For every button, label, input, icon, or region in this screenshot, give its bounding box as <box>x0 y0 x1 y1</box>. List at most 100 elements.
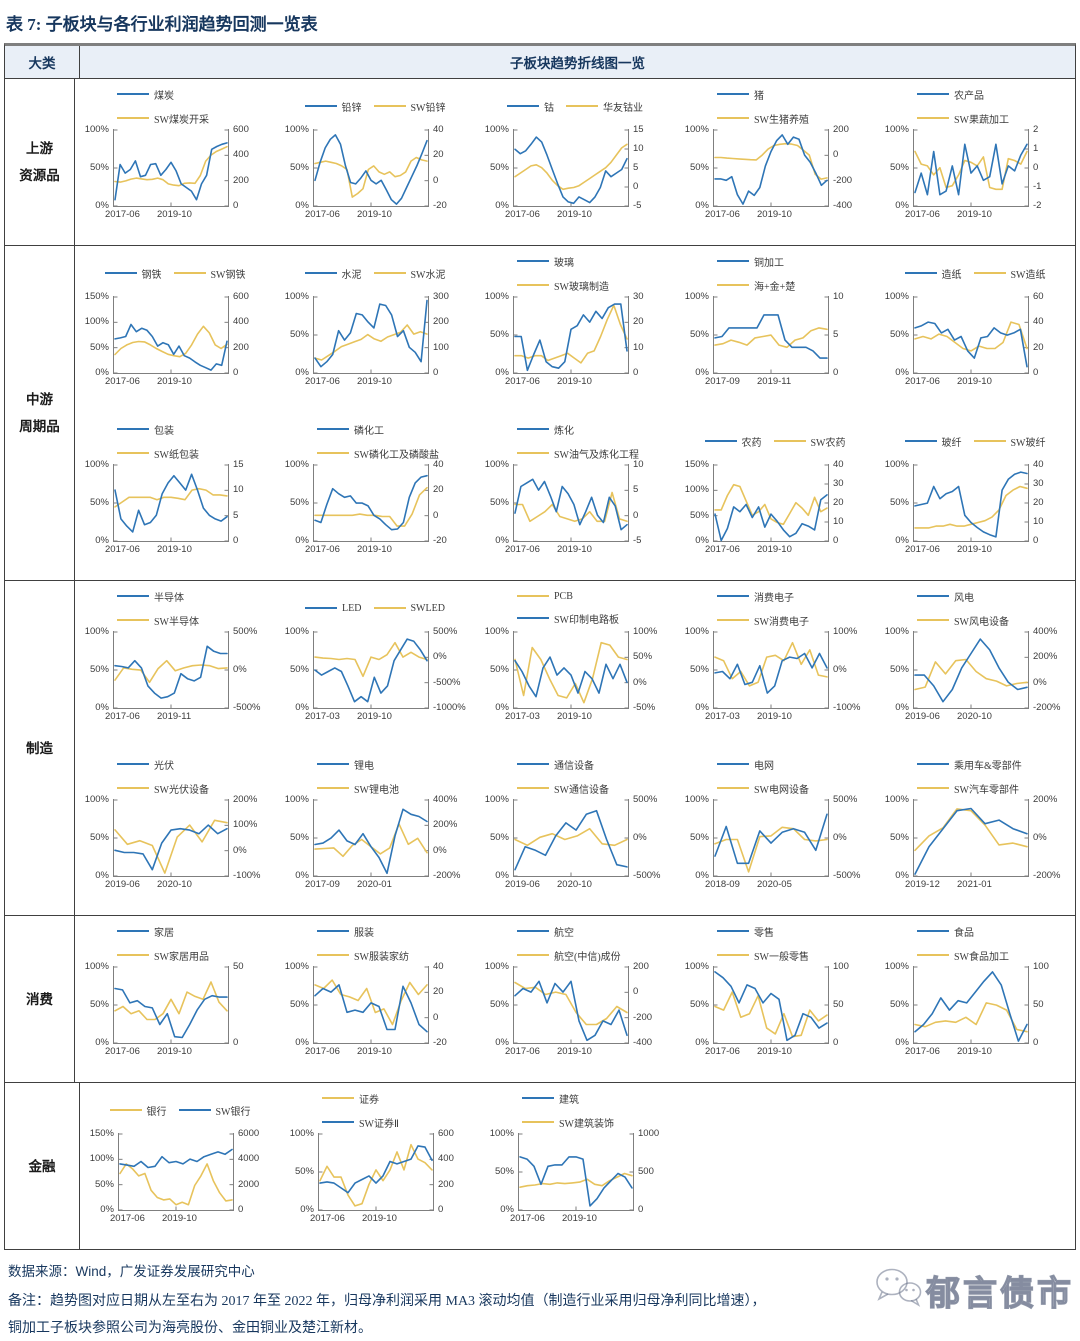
note-line-2: 铜加工子板块参照公司为海亮股份、金田铜业及楚江新材。 <box>8 1320 372 1336</box>
group-label-text: 上游 <box>26 141 53 156</box>
axis-tick-label: 100% <box>484 626 509 637</box>
chart-body: 100% 50% 0% 15 10 5 0 <box>75 460 275 546</box>
axis-ticks-right: 40 20 0 -20 <box>429 125 473 211</box>
axis-ticks-right: 100 50 0 <box>1029 962 1073 1048</box>
axis-tick-label: 50% <box>633 651 653 663</box>
mini-chart-家居: 家居 SW家居用品 100% 50% 0% 50 0 2017-06 2019-10 <box>75 918 275 1080</box>
axis-ticks-left: 100% 50% 0% <box>480 1129 518 1215</box>
legend-line-swatch <box>317 763 349 765</box>
axis-tick-label: 50% <box>889 999 909 1010</box>
mini-chart-半导体: 半导体 SW半导体 100% 50% 0% 500% 0% -500% 2017-06 2019-… <box>75 583 275 745</box>
axis-tick-label: 0 <box>1033 535 1039 546</box>
x-axis: 2017-06 2019-10 <box>505 374 629 389</box>
axis-ticks-left: 100% 50% 0% <box>475 125 513 211</box>
x-tick-label: 2017-06 <box>110 1213 145 1224</box>
axis-ticks-left: 100% 50% 0% <box>475 627 513 713</box>
x-tick-label: 2019-10 <box>357 1046 392 1057</box>
legend-line-swatch <box>522 1097 554 1099</box>
x-tick-label: 2019-10 <box>357 209 392 220</box>
x-tick-label: 2017-06 <box>905 1046 940 1057</box>
axis-tick-label: -200% <box>433 870 461 881</box>
axis-tick-label: 0 <box>233 367 239 378</box>
legend-label: 光伏 <box>154 760 174 772</box>
axis-tick-label: 100% <box>284 459 309 470</box>
plot-area <box>118 1133 234 1211</box>
legend-entry: SW光伏设备 <box>117 781 275 796</box>
axis-tick-label: 0% <box>95 1037 109 1048</box>
legend-label: SW锂电池 <box>354 784 399 796</box>
legend-line-swatch <box>717 117 749 119</box>
axis-ticks-right: 200% 0% -200% <box>1029 795 1073 881</box>
legend-label: SW电网设备 <box>754 784 809 796</box>
legend-label: 铜加工 <box>754 257 784 269</box>
group-row-0: 上游 资源品 煤炭 SW煤炭开采 100% 50% 0% 600 400 200 0 2017-06 2… <box>5 79 1075 245</box>
axis-tick-label: 100% <box>684 626 709 637</box>
legend-label: SW磷化工及磷酸盐 <box>354 449 439 461</box>
axis-tick-label: 100% <box>84 459 109 470</box>
legend-label: SW煤炭开采 <box>154 114 209 126</box>
legend-label: 锂电 <box>354 760 374 772</box>
legend-label: 航空(中信)成份 <box>554 951 621 963</box>
axis-tick-label: -200% <box>1033 702 1061 713</box>
x-tick-label: 2017-06 <box>105 544 140 555</box>
legend-line-swatch <box>517 428 549 430</box>
legend-entry: 银行 <box>109 1103 167 1118</box>
legend-line-swatch <box>117 595 149 597</box>
axis-tick-label: 200% <box>1033 651 1058 663</box>
mini-chart-银行: 银行 SW银行 150% 100% 50% 0% 6000 4000 2000 0 2017-06 2… <box>80 1085 280 1247</box>
legend-entry: 炼化 <box>517 422 675 437</box>
legend-entry: 铜加工 <box>717 254 875 269</box>
x-tick-label: 2017-06 <box>305 376 340 387</box>
axis-tick-label: 0 <box>833 535 839 546</box>
axis-tick-label: 300 <box>433 291 449 302</box>
mini-chart-光伏: 光伏 SW光伏设备 100% 50% 0% 200% 100% 0% -100% 2019-06 2… <box>75 751 275 913</box>
x-tick-label: 2017-06 <box>705 209 740 220</box>
plot-area <box>313 464 429 542</box>
axis-tick-label: 50% <box>889 329 909 340</box>
axis-tick-label: 0 <box>233 200 239 211</box>
x-axis: 2017-06 2019-10 <box>705 207 829 222</box>
legend-label: PCB <box>554 590 573 602</box>
axis-tick-label: -2 <box>1033 200 1042 211</box>
x-tick-label: 2017-06 <box>305 544 340 555</box>
x-tick-label: 2017-06 <box>305 209 340 220</box>
legend-line-swatch <box>317 428 349 430</box>
axis-tick-label: 20 <box>433 149 444 161</box>
legend-entry: SW农药 <box>773 434 846 449</box>
series-line-SWLED <box>314 641 428 678</box>
axis-tick-label: 50% <box>89 664 109 675</box>
chart-legend: 证券 SW证券Ⅱ <box>280 1087 480 1133</box>
axis-tick-label: 400 <box>233 316 249 328</box>
group-row-1: 中游 周期品 钢铁 SW钢铁 150% 100% 50% 0% 600 400 200 0 2017-0… <box>5 245 1075 580</box>
legend-line-swatch <box>305 607 338 609</box>
axis-tick-label: 0% <box>895 535 909 546</box>
axis-tick-label: 0% <box>495 870 509 881</box>
x-tick-label: 2019-10 <box>757 1046 792 1057</box>
axis-ticks-right: 500% 0% -500% -1000% <box>429 627 473 713</box>
axis-tick-label: 100% <box>884 961 909 972</box>
x-tick-label: 2017-06 <box>505 544 540 555</box>
mini-chart-水泥: 水泥 SW水泥 100% 50% 0% 300 200 100 0 2017-06 2019-10 <box>275 248 475 410</box>
series-line-SW风电设备 <box>914 658 1028 691</box>
axis-tick-label: 100% <box>284 794 309 805</box>
x-tick-label: 2019-10 <box>757 711 792 722</box>
axis-tick-label: 10 <box>233 484 244 496</box>
axis-tick-label: 200 <box>833 124 849 135</box>
plot-area <box>313 799 429 877</box>
legend-entry: SW消费电子 <box>717 613 875 628</box>
axis-tick-label: 40 <box>833 459 844 470</box>
series-line-SW一般零售 <box>714 991 828 1038</box>
legend-label: 煤炭 <box>154 90 174 102</box>
plot-area <box>713 464 829 542</box>
axis-ticks-right: 40 30 20 10 0 <box>1029 460 1073 546</box>
axis-tick-label: -500% <box>833 870 861 881</box>
x-axis: 2017-06 2019-10 <box>310 1211 434 1226</box>
legend-label: 钴 <box>544 102 554 114</box>
axis-tick-label: 15 <box>633 124 644 135</box>
x-tick-label: 2017-06 <box>905 209 940 220</box>
chart-legend: LED SWLED <box>275 585 475 631</box>
series-line-海+金+楚 <box>714 327 828 349</box>
legend-line-swatch <box>517 284 549 286</box>
axis-tick-label: 50% <box>289 162 309 173</box>
